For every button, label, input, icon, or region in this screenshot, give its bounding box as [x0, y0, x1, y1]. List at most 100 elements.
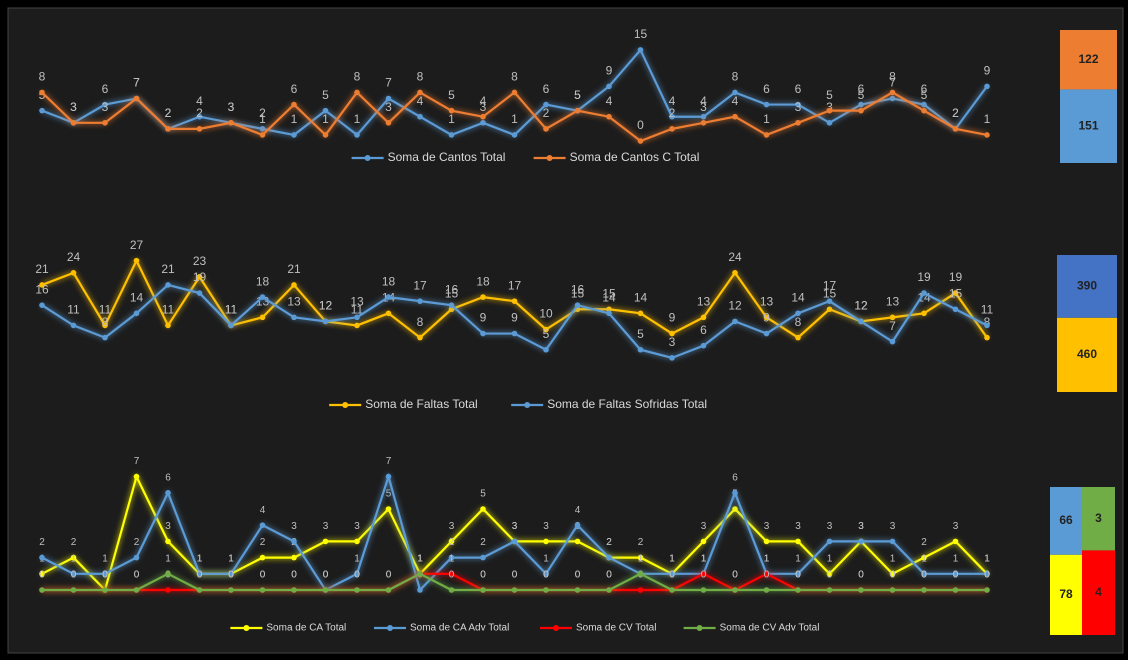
data-label: 3 — [385, 100, 392, 114]
data-label: 1 — [448, 112, 455, 126]
data-label: 8 — [417, 70, 424, 84]
data-label: 7 — [889, 319, 896, 333]
data-label: 10 — [539, 307, 553, 321]
data-label: 4 — [732, 94, 739, 108]
data-label: 0 — [827, 570, 833, 581]
point — [732, 490, 738, 496]
data-label: 0 — [921, 570, 927, 581]
legend-label: Soma de CA Total — [266, 623, 346, 634]
point — [763, 571, 770, 577]
data-label: 18 — [256, 274, 270, 288]
data-label: 0 — [39, 570, 45, 581]
data-label: 1 — [165, 553, 171, 564]
point — [259, 314, 266, 321]
legend-label: Soma de Faltas Sofridas Total — [547, 397, 707, 411]
data-label: 1 — [669, 553, 675, 564]
point — [574, 538, 581, 545]
legend-dot — [524, 402, 531, 408]
point — [543, 126, 549, 132]
data-label: 15 — [823, 286, 837, 300]
data-label: 0 — [921, 570, 927, 581]
point — [637, 554, 644, 561]
data-label: 2 — [952, 106, 959, 120]
point — [763, 330, 770, 337]
data-label: 1 — [228, 553, 234, 564]
point — [70, 119, 77, 126]
data-label: 1 — [197, 553, 203, 564]
point — [259, 522, 266, 528]
data-label: 4 — [196, 94, 203, 108]
point — [259, 132, 266, 138]
data-label: 6 — [543, 82, 550, 96]
data-label: 17 — [413, 278, 427, 292]
data-label: 8 — [795, 315, 802, 329]
point — [354, 322, 360, 329]
data-label: 2 — [449, 537, 455, 548]
data-label: 0 — [575, 570, 581, 581]
data-label: 0 — [637, 118, 644, 132]
data-label: 2 — [134, 537, 140, 548]
data-label: 9 — [480, 311, 487, 325]
point — [952, 126, 959, 132]
data-label: 2 — [71, 537, 77, 548]
data-label: 13 — [886, 295, 900, 309]
data-label: 8 — [889, 70, 896, 84]
point — [543, 538, 549, 545]
point — [637, 587, 644, 593]
data-label: 8 — [732, 70, 739, 84]
data-label: 1 — [354, 553, 360, 564]
legend-label: Soma de CV Adv Total — [720, 623, 820, 634]
data-label: 0 — [543, 570, 549, 581]
data-label: 3 — [827, 521, 833, 532]
data-label: 3 — [70, 100, 77, 114]
point — [700, 314, 707, 321]
data-label: 4 — [260, 505, 266, 516]
point — [291, 101, 297, 108]
point — [480, 113, 486, 120]
data-label: 1 — [764, 553, 770, 564]
data-label: 2 — [606, 537, 612, 548]
data-label: 4 — [417, 94, 424, 108]
point — [102, 587, 108, 593]
point — [133, 310, 140, 317]
data-label: 18 — [382, 274, 396, 288]
data-label: 21 — [287, 262, 301, 276]
point — [606, 310, 612, 317]
point — [165, 571, 171, 577]
data-label: 21 — [35, 262, 49, 276]
data-label: 16 — [571, 282, 585, 296]
point — [70, 554, 77, 561]
data-label: 5 — [574, 88, 581, 102]
data-label: 0 — [858, 570, 864, 581]
data-label: 5 — [637, 327, 644, 341]
point — [795, 334, 801, 341]
point — [732, 89, 738, 96]
data-label: 0 — [291, 570, 297, 581]
point — [480, 294, 486, 300]
data-label: 9 — [511, 311, 518, 325]
point — [732, 587, 738, 593]
data-label: 3 — [228, 100, 235, 114]
point — [448, 107, 455, 114]
point — [417, 334, 423, 341]
data-label: 0 — [71, 570, 77, 581]
legend-label: Soma de Cantos Total — [388, 150, 506, 164]
point — [574, 522, 581, 528]
data-label: 6 — [291, 82, 298, 96]
data-label: 11 — [67, 303, 80, 317]
point — [921, 310, 927, 317]
point — [417, 298, 423, 304]
data-label: 3 — [890, 521, 896, 532]
point — [858, 538, 864, 545]
point — [984, 132, 990, 138]
legend-dot — [553, 625, 559, 631]
data-label: 0 — [953, 570, 959, 581]
data-label: 3 — [543, 521, 549, 532]
point — [448, 132, 455, 138]
point — [291, 132, 297, 138]
data-label: 1 — [763, 112, 770, 126]
total-box — [1082, 487, 1115, 551]
point — [637, 571, 644, 577]
data-label: 2 — [165, 106, 172, 120]
